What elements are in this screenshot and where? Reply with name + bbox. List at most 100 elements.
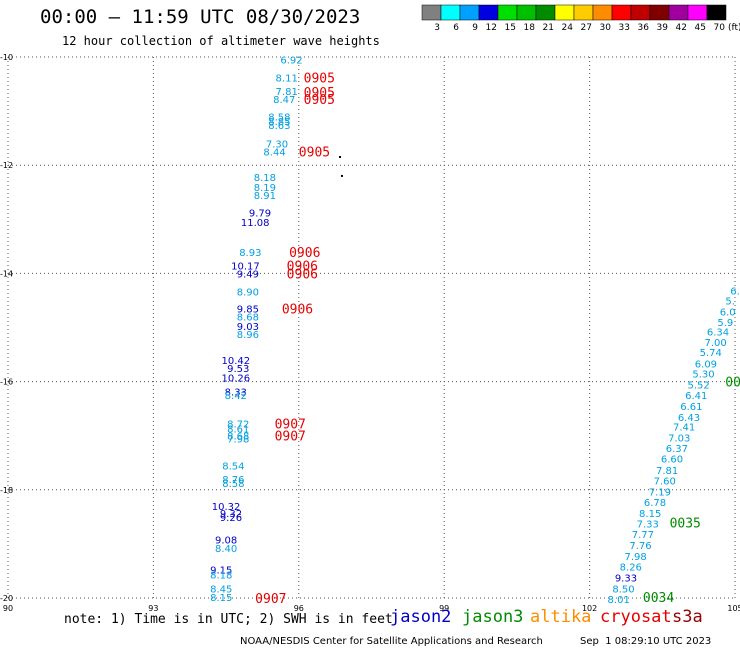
time-label: 0035 [670,516,701,531]
wave-height-label: 7.81 [276,87,298,98]
time-label: 0907 [275,417,306,432]
wave-height-label: 7.30 [266,140,288,151]
wave-height-label: 5. [725,296,735,307]
wave-height-label: 6.0 [720,307,736,318]
wave-height-label: 6.61 [680,402,702,413]
legend-swatch [611,4,632,21]
wave-height-label: 7.03 [668,433,690,444]
wave-height-label: 8.40 [215,544,237,555]
units-note: note: 1) Time is in UTC; 2) SWH is in fe… [64,612,393,627]
legend-swatch [554,4,575,21]
wave-height-label: 8.68 [227,432,249,443]
legend-swatch [630,4,651,21]
wave-height-label: 8.33 [225,387,247,398]
wave-height-label: 8.01 [608,595,630,606]
wave-height-label: 8.54 [222,461,244,472]
wave-height-label: 8.18 [254,173,276,184]
wave-height-label: 9.79 [249,208,271,219]
legend-swatch [687,4,708,21]
time-label: 0906 [289,246,320,261]
y-tick-label: -10 [0,53,13,62]
wave-height-label: 7.77 [632,530,654,541]
wave-height-label: 9.33 [615,573,637,584]
legend-bin-label: 39 [657,23,669,33]
wave-height-label: 7.00 [704,338,726,349]
wave-height-label: 9.85 [237,305,259,316]
wave-height-label: 8.44 [263,148,285,159]
wave-height-label: 8.63 [268,121,290,132]
wave-height-label: 10.26 [221,373,250,384]
chart-marks: 6.928.117.818.478.588.858.637.308.448.18… [210,56,740,606]
y-tick-label: -14 [0,269,13,278]
satellite-legend-cryosat: cryosat [600,607,672,627]
wave-height-label: 11.08 [241,218,270,229]
x-tick-label: 99 [439,604,449,613]
legend-bin-label: 3 [434,23,440,33]
x-tick-label: 102 [582,604,597,613]
legend-swatch [497,4,518,21]
satellite-legend-jason2: jason2 [390,607,452,627]
time-label: 0906 [287,267,318,282]
wave-height-label: 8.72 [227,419,249,430]
satellite-legend-s3a: s3a [672,607,703,627]
wave-height-label: 6. [730,287,740,298]
wave-height-label: 6.41 [685,391,707,402]
wave-height-label: 8.76 [222,475,244,486]
legend-bin-label: 70 [714,23,726,33]
legend-swatch [649,4,670,21]
wave-height-label: 6.43 [678,413,700,424]
wave-height-label: 5.9 [717,318,733,329]
legend-swatch [421,4,442,21]
island-mark [339,156,342,159]
wave-height-label: 6.09 [695,360,717,371]
wave-height-label: 8.91 [254,191,276,202]
legend-swatch [573,4,594,21]
legend-swatch [668,4,689,21]
legend-bin-label: 27 [581,23,592,33]
wave-height-label: 8.96 [237,330,259,341]
time-label: 0905 [304,72,335,87]
wave-height-label: 8.19 [254,183,276,194]
x-tick-label: 96 [294,604,304,613]
time-label: 0906 [287,259,318,274]
wave-height-label: 8.15 [210,593,232,604]
wave-height-label: 8.85 [268,117,290,128]
wave-height-label: 8.18 [210,571,232,582]
wave-height-label: 10.32 [212,502,241,513]
wave-height-label: 6.78 [644,498,666,509]
legend-swatch [459,4,480,21]
wave-height-label: 5.30 [692,369,714,380]
legend-bin-label: 18 [524,23,536,33]
x-tick-label: 90 [3,604,13,613]
x-tick-label: 93 [148,604,158,613]
island-mark [340,174,343,177]
y-tick-label: -18 [0,486,13,495]
wave-height-label: 7.98 [227,434,249,445]
wave-height-label: 7.76 [629,541,651,552]
time-label: 00 [725,376,740,391]
wave-height-label: 8.45 [210,584,232,595]
legend-swatch [706,4,727,21]
time-label: 0034 [643,591,674,606]
wave-height-label: 10.42 [221,356,250,367]
time-label: 0907 [275,430,306,445]
legend-bin-label: 33 [619,23,630,33]
legend-bin-label: 21 [543,23,554,33]
wave-height-label: 10.17 [231,261,260,272]
legend-bin-label: 24 [562,23,574,33]
legend-swatch [592,4,613,21]
wave-height-label: 8.90 [237,287,259,298]
legend-bin-label: 42 [676,23,687,33]
wave-height-label: 6.34 [707,327,729,338]
legend-bin-label: 36 [638,23,650,33]
wave-height-label: 8.93 [239,248,261,259]
legend-bin-label: 45 [695,23,706,33]
wave-height-label: 9.32 [220,509,242,520]
wave-height-label: 8.15 [639,509,661,520]
wave-height-label: 7.19 [649,487,671,498]
legend-bin-label: 15 [505,23,516,33]
legend-bin-label: 12 [486,23,497,33]
legend-bin-label: 9 [472,23,478,33]
wave-height-label: 8.61 [227,425,249,436]
chart-subtitle: 12 hour collection of altimeter wave hei… [62,34,380,48]
